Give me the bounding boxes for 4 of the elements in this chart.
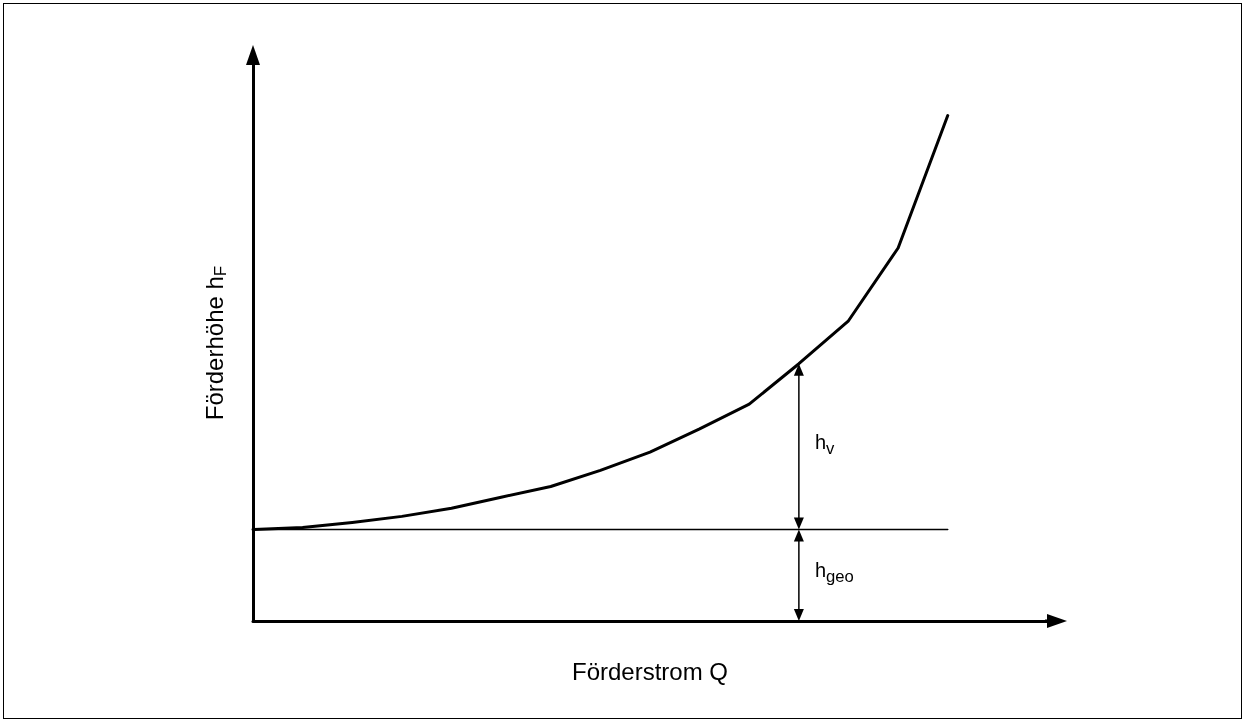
x-axis-title: Förderstrom Q (571, 657, 729, 685)
annotation: h$_{v}$ (814, 430, 835, 459)
y-axis-title: Förderhöhe hF (201, 265, 230, 421)
annotation: h$_{geo}$ (814, 559, 854, 588)
